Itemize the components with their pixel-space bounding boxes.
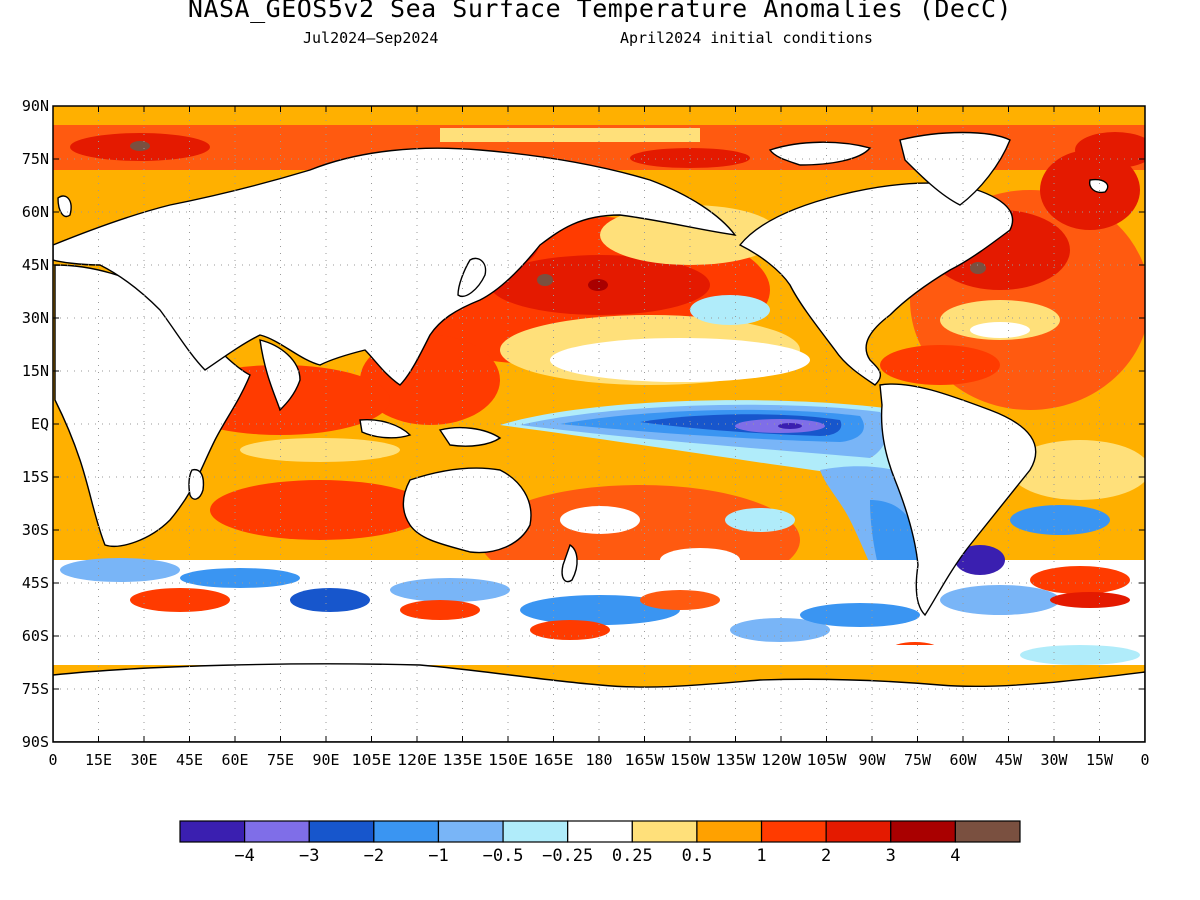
colorbar-label: 2 <box>821 846 831 866</box>
eurasia <box>53 147 737 386</box>
colorbar-swatch <box>890 820 956 843</box>
colorbar-swatch <box>567 820 633 843</box>
lon-label: 120E <box>397 751 437 769</box>
new-zealand <box>561 543 578 583</box>
lat-label: 90N <box>22 97 49 115</box>
lat-label: 45S <box>22 574 49 592</box>
lat-label: 75S <box>22 680 49 698</box>
forecast-period: Jul2024—Sep2024 <box>303 29 439 47</box>
madagascar <box>188 468 205 500</box>
lon-label: 90W <box>859 751 887 769</box>
colorbar-label: −1 <box>428 846 448 866</box>
lon-label: 135E <box>443 751 483 769</box>
lat-label: 15N <box>22 362 49 380</box>
colorbar <box>179 820 1021 843</box>
longitude-labels: 0 15E 30E 45E 60E 75E 90E 105E 120E 135E 150E 165E 1… <box>49 751 1150 769</box>
lon-label: 135W <box>716 751 757 769</box>
colorbar-label: −2 <box>364 846 384 866</box>
colorbar-label: 3 <box>886 846 896 866</box>
colorbar-label: −0.5 <box>483 846 524 866</box>
iceland <box>1088 178 1109 194</box>
colorbar-label: 1 <box>756 846 766 866</box>
lon-label: 0 <box>1141 751 1150 769</box>
lon-label: 90E <box>313 751 340 769</box>
lon-label: 15E <box>85 751 112 769</box>
new-guinea <box>438 426 502 447</box>
lon-label: 30W <box>1041 751 1069 769</box>
colorbar-label: −4 <box>234 846 254 866</box>
greenland <box>899 131 1011 206</box>
lon-label: 180 <box>586 751 613 769</box>
colorbar-swatch <box>631 820 698 843</box>
lon-label: 120W <box>761 751 802 769</box>
australia <box>402 467 532 554</box>
lat-label: 45N <box>22 256 49 274</box>
colorbar-label: 4 <box>950 846 960 866</box>
lon-label: 45E <box>176 751 203 769</box>
colorbar-swatch <box>308 820 375 843</box>
lon-label: 15W <box>1086 751 1114 769</box>
lat-label: 30S <box>22 521 49 539</box>
lat-label: 60N <box>22 203 49 221</box>
axis-ticks <box>52 105 1146 743</box>
colorbar-swatch <box>696 820 763 843</box>
lat-label: 30N <box>22 309 49 327</box>
colorbar-swatch <box>954 820 1021 843</box>
lon-label: 165W <box>625 751 666 769</box>
graticule <box>53 106 1145 742</box>
south-america <box>879 383 1037 617</box>
lon-label: 105W <box>807 751 848 769</box>
lon-label: 150W <box>670 751 711 769</box>
lon-label: 60E <box>222 751 249 769</box>
lon-label: 60W <box>950 751 978 769</box>
japan <box>457 257 487 297</box>
colorbar-label: 0.5 <box>682 846 713 866</box>
colorbar-swatch <box>502 820 569 843</box>
lat-label: 75N <box>22 150 49 168</box>
lat-label: 90S <box>22 733 49 751</box>
colorbar-label: −3 <box>299 846 319 866</box>
lat-label: 60S <box>22 627 49 645</box>
north-america <box>738 182 1014 386</box>
colorbar-swatch <box>244 820 310 843</box>
colorbar-labels: −4 −3 −2 −1 −0.5 −0.25 0.25 0.5 1 2 3 4 <box>234 846 960 866</box>
lon-label: 75W <box>904 751 932 769</box>
colorbar-swatch <box>373 820 440 843</box>
lat-label: EQ <box>31 415 49 433</box>
colorbar-swatch <box>179 820 246 843</box>
lon-label: 165E <box>534 751 574 769</box>
lon-label: 105E <box>352 751 392 769</box>
latitude-labels: 90N 75N 60N 45N 30N 15N EQ 15S 30S 45S 60S 75S 90S <box>22 97 49 751</box>
colorbar-label: 0.25 <box>612 846 653 866</box>
borneo <box>359 418 412 439</box>
lon-label: 30E <box>131 751 158 769</box>
anomaly-field <box>53 106 1145 742</box>
lat-label: 15S <box>22 468 49 486</box>
lon-label: 150E <box>488 751 528 769</box>
india <box>259 339 301 412</box>
lon-label: 0 <box>49 751 58 769</box>
initial-conditions: April2024 initial conditions <box>620 29 873 47</box>
colorbar-label: −0.25 <box>542 846 593 866</box>
colorbar-swatch <box>437 820 504 843</box>
lon-label: 45W <box>995 751 1023 769</box>
colorbar-swatch <box>760 820 827 843</box>
colorbar-swatch <box>825 820 892 843</box>
lon-label: 75E <box>267 751 294 769</box>
uk <box>57 195 72 218</box>
map-title: NASA_GEOS5v2 Sea Surface Temperature Ano… <box>187 0 1013 23</box>
